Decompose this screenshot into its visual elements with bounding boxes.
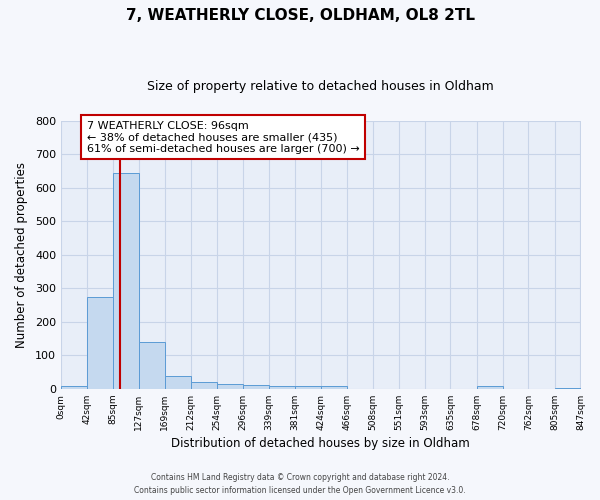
- Bar: [295, 386, 321, 389]
- Bar: [61, 386, 86, 389]
- Y-axis label: Number of detached properties: Number of detached properties: [15, 162, 28, 348]
- Bar: [113, 172, 139, 389]
- Text: Contains HM Land Registry data © Crown copyright and database right 2024.
Contai: Contains HM Land Registry data © Crown c…: [134, 474, 466, 495]
- Text: 7 WEATHERLY CLOSE: 96sqm
← 38% of detached houses are smaller (435)
61% of semi-: 7 WEATHERLY CLOSE: 96sqm ← 38% of detach…: [86, 120, 359, 154]
- Text: 7, WEATHERLY CLOSE, OLDHAM, OL8 2TL: 7, WEATHERLY CLOSE, OLDHAM, OL8 2TL: [125, 8, 475, 22]
- Bar: [86, 296, 113, 389]
- Bar: [269, 386, 295, 389]
- Bar: [477, 386, 503, 389]
- Bar: [139, 342, 164, 389]
- Title: Size of property relative to detached houses in Oldham: Size of property relative to detached ho…: [148, 80, 494, 93]
- Bar: [217, 384, 242, 389]
- Bar: [555, 388, 581, 389]
- Bar: [191, 382, 217, 389]
- Bar: [321, 386, 347, 389]
- X-axis label: Distribution of detached houses by size in Oldham: Distribution of detached houses by size …: [172, 437, 470, 450]
- Bar: [242, 385, 269, 389]
- Bar: [164, 376, 191, 389]
